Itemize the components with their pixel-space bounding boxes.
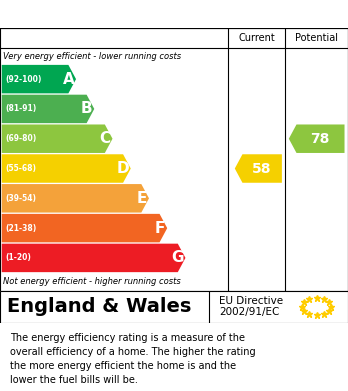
Text: The energy efficiency rating is a measure of the
overall efficiency of a home. T: The energy efficiency rating is a measur… bbox=[10, 333, 256, 385]
Polygon shape bbox=[235, 154, 282, 183]
Text: EU Directive
2002/91/EC: EU Directive 2002/91/EC bbox=[219, 296, 283, 317]
Polygon shape bbox=[2, 95, 94, 123]
Polygon shape bbox=[2, 65, 76, 93]
Polygon shape bbox=[2, 124, 112, 153]
Text: B: B bbox=[81, 101, 93, 117]
Text: Very energy efficient - lower running costs: Very energy efficient - lower running co… bbox=[3, 52, 182, 61]
Text: (1-20): (1-20) bbox=[5, 253, 31, 262]
Text: 58: 58 bbox=[252, 161, 271, 176]
Polygon shape bbox=[2, 244, 185, 272]
Polygon shape bbox=[2, 214, 167, 242]
Text: E: E bbox=[137, 191, 147, 206]
Text: (55-68): (55-68) bbox=[5, 164, 36, 173]
Text: Energy Efficiency Rating: Energy Efficiency Rating bbox=[10, 5, 258, 23]
Text: (21-38): (21-38) bbox=[5, 224, 37, 233]
Polygon shape bbox=[289, 124, 345, 153]
Text: (92-100): (92-100) bbox=[5, 75, 42, 84]
Text: Current: Current bbox=[238, 33, 275, 43]
Text: G: G bbox=[171, 250, 184, 265]
Text: (81-91): (81-91) bbox=[5, 104, 37, 113]
Text: A: A bbox=[63, 72, 74, 87]
Text: Potential: Potential bbox=[295, 33, 338, 43]
Polygon shape bbox=[2, 154, 131, 183]
Text: (39-54): (39-54) bbox=[5, 194, 36, 203]
Text: England & Wales: England & Wales bbox=[7, 297, 191, 316]
Text: F: F bbox=[155, 221, 166, 236]
Polygon shape bbox=[2, 184, 149, 213]
Text: Not energy efficient - higher running costs: Not energy efficient - higher running co… bbox=[3, 278, 181, 287]
Text: 78: 78 bbox=[310, 132, 330, 146]
Text: D: D bbox=[116, 161, 129, 176]
Text: C: C bbox=[100, 131, 111, 146]
Text: (69-80): (69-80) bbox=[5, 134, 37, 143]
